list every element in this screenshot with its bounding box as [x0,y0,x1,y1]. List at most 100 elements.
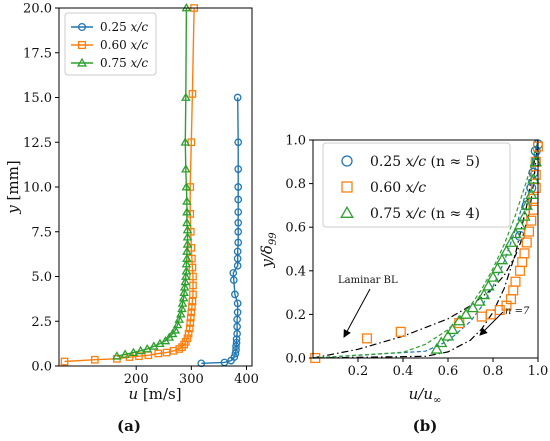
legend-var: x/c [406,206,427,222]
panel-a-point [233,315,241,324]
panel-a-point [186,313,195,322]
panel-a-point [188,303,196,311]
legend-prefix: 0.75 [100,56,131,70]
panel-b-point [459,308,473,319]
panel-a-point [182,196,192,205]
panel-a-point [231,349,240,358]
legend-var: x/c [131,56,149,70]
panel-a-point [233,299,242,308]
panel-b-xtick-label: 1.0 [528,364,549,379]
panel-b-point [509,227,522,239]
panel-a-ytick-label: 20.0 [23,2,52,17]
panel-a-series [60,3,243,368]
panel-b-point [495,253,509,265]
panel-a-point [162,348,171,357]
panel-b-legend-label: 0.60 x/c [370,180,426,196]
panel-b-legend-entry-2: 0.75 x/c (n ≈ 4) [340,205,480,222]
panel-a-legend-marker [77,40,87,50]
panel-a-point [178,292,189,302]
panel-a-point [149,341,159,350]
panel-a-point [229,269,238,277]
panel-b-legend: 0.25 x/c (n ≈ 5)0.60 x/c0.75 x/c (n ≈ 4) [322,142,511,228]
panel-b-legend-marker [341,155,353,167]
panel-b-series [310,139,544,364]
n7-annotation: n =7 [505,306,530,317]
panel-a-point [181,182,192,191]
panel-a-point [234,238,243,247]
panel-a-point [184,329,193,338]
panel-a-point [230,353,239,361]
panel-a-ytick-label: 12.5 [23,136,52,151]
panel-b-point [508,285,519,296]
panel-b-point [504,236,518,247]
panel-a-point [187,138,196,147]
panel-b-ytick-label: 0.2 [285,308,306,323]
laminar-bl-arrow [343,288,371,338]
panel-b-point [525,188,538,199]
panel-a-point [233,93,242,102]
panel-a: 200 300 400 0.0 2.5 5.0 7.5 10.0 12.5 15.0 17.5 20.… [4,2,259,436]
panel-b-legend-entry-0: 0.25 x/c (n ≈ 5) [341,154,480,170]
panel-b-point [446,323,459,335]
panel-a-point [229,276,238,284]
panel-a-point [234,138,243,147]
panel-a-point [182,253,192,263]
panel-a-point [234,195,243,204]
panel-b-point [491,262,504,274]
legend-var: x/c [131,38,149,52]
legend-prefix: 0.60 [370,180,406,196]
legend-var: x/c [406,180,427,196]
panel-b-point [453,314,466,326]
panel-b-point [486,270,500,282]
panel-b-point [477,288,491,300]
panel-a-legend: 0.25 x/c0.60 x/c0.75 x/c [64,12,157,76]
panel-b-series-2 [430,155,542,354]
panel-b-point [523,226,535,237]
panel-b-legend-label: 0.25 x/c (n ≈ 5) [370,154,480,170]
panel-a-point [182,217,192,227]
legend-prefix: 0.25 [100,20,131,34]
panel-a-point [185,324,194,333]
panel-a-point [60,357,69,366]
panel-a-legend-entry-1: 0.60 x/c [71,38,148,52]
panel-a-point [180,137,191,146]
panel-a-point [182,246,192,255]
panel-a-point [183,334,192,343]
panel-b-point [514,265,526,276]
panel-a-legend-label: 0.75 x/c [100,56,148,70]
panel-b-point [500,244,513,256]
panel-b-point [521,237,532,248]
panel-a-point [142,344,153,353]
panel-a-legend-label: 0.25 x/c [100,20,148,34]
panel-a-point [181,164,191,173]
panel-a-point [170,325,181,334]
panel-a-point [232,338,241,347]
panel-a-ytick-label: 2.5 [31,315,52,330]
panel-a-point [189,290,197,299]
panel-a-series-0 [197,93,243,368]
panel-a-legend-entry-2: 0.75 x/c [71,56,148,70]
panel-a-point [182,232,193,241]
panel-a-point [232,342,240,351]
panel-a-point [234,165,243,173]
panel-a-point [154,349,163,358]
panel-a-point [177,298,188,307]
panel-a-legend-label: 0.60 x/c [100,38,148,52]
panel-a-point [182,224,193,234]
panel-a-line [201,97,239,364]
panel-b-legend-label: 0.75 x/c (n ≈ 4) [370,206,480,222]
panel-a-point [181,271,191,280]
panel-a-legend-entry-0: 0.25 x/c [71,20,148,34]
panel-a-ytick-label: 10.0 [23,181,52,196]
legend-prefix: 0.25 [370,154,406,170]
panel-a-point [232,346,240,354]
panel-b-xlabel: u/u∞ [409,385,442,406]
panel-a-point [90,355,99,364]
panel-b-point [482,279,495,291]
panel-a-point [112,351,122,360]
panel-b-legend-entry-1: 0.60 x/c [341,180,426,196]
panel-a-label: (a) [117,417,141,435]
panel-a-point [188,90,197,98]
panel-b-legend-marker [340,205,354,218]
